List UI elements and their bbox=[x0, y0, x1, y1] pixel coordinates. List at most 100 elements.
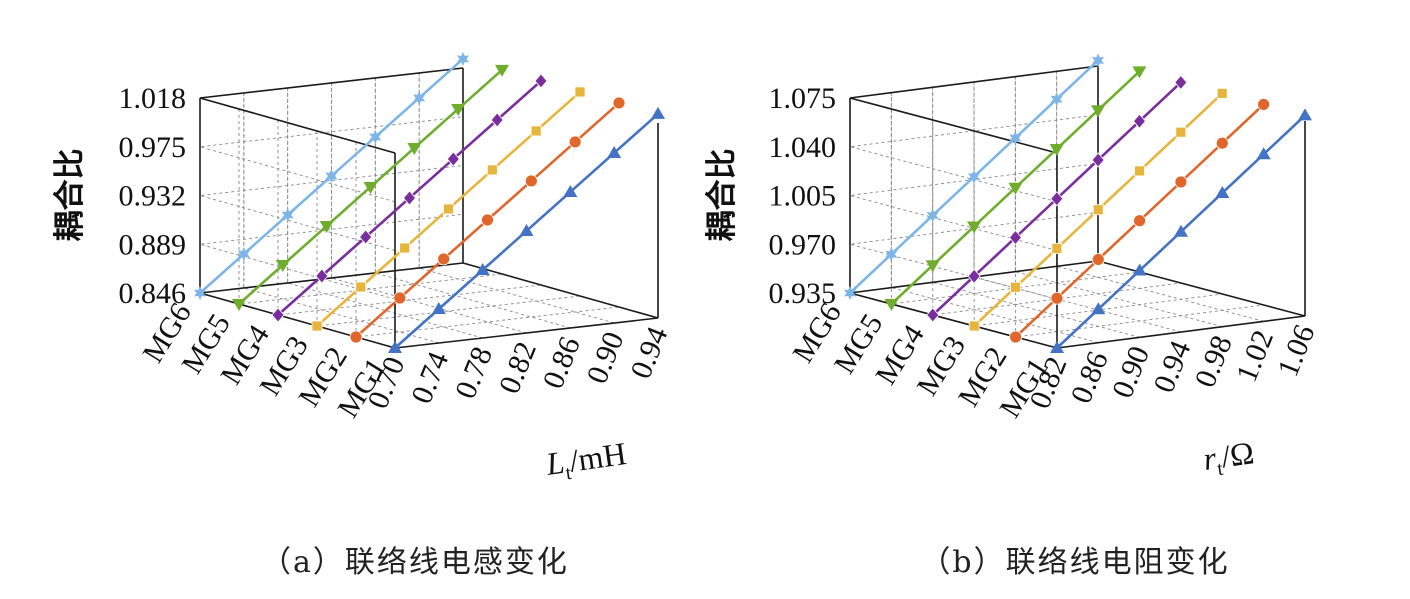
z-tick-labels: 0.846 0.889 0.932 0.975 1.018 bbox=[119, 82, 187, 310]
data-point bbox=[1091, 253, 1105, 266]
data-point bbox=[967, 268, 981, 284]
data-point bbox=[193, 286, 207, 300]
data-point bbox=[437, 252, 451, 266]
data-point bbox=[393, 291, 407, 305]
x-tick-label: 0.86 bbox=[1065, 347, 1115, 408]
data-point bbox=[926, 208, 939, 223]
data-point bbox=[443, 203, 454, 215]
series-mg6 bbox=[843, 53, 1105, 300]
data-point bbox=[1051, 243, 1063, 254]
data-point bbox=[413, 90, 426, 105]
x-axis-label: rt/Ω bbox=[1201, 434, 1257, 482]
data-point bbox=[530, 125, 542, 137]
data-point bbox=[325, 168, 338, 183]
data-point bbox=[431, 301, 446, 314]
data-point bbox=[1008, 229, 1022, 246]
x-tick-label: 0.98 bbox=[1189, 331, 1239, 392]
data-point bbox=[926, 307, 940, 323]
x-tick-label: 1.02 bbox=[1230, 326, 1280, 387]
data-point bbox=[885, 247, 898, 262]
z-axis-label: 耦合比 bbox=[704, 149, 740, 242]
data-point bbox=[612, 96, 626, 110]
data-point bbox=[349, 330, 363, 344]
data-point bbox=[1050, 291, 1064, 305]
data-point bbox=[1009, 130, 1022, 145]
x-tick-label: 0.74 bbox=[405, 347, 455, 408]
data-point bbox=[1257, 98, 1270, 111]
z-tick-label: 0.846 bbox=[119, 277, 187, 310]
x-tick-label: 0.86 bbox=[537, 332, 587, 393]
data-point bbox=[1134, 165, 1145, 177]
data-point bbox=[1091, 302, 1106, 315]
data-point bbox=[967, 221, 982, 234]
data-point bbox=[232, 299, 246, 311]
data-point bbox=[1091, 105, 1106, 118]
data-point bbox=[925, 260, 940, 273]
data-point bbox=[1174, 175, 1188, 189]
x-axis-label-unit: /Ω bbox=[1219, 434, 1256, 474]
data-point bbox=[1092, 204, 1104, 216]
data-point bbox=[271, 307, 285, 323]
data-point bbox=[968, 320, 980, 332]
data-point bbox=[1132, 113, 1146, 129]
panel-a: 0.846 0.889 0.932 0.975 1.018 MG1MG2MG3MG4MG5… bbox=[52, 51, 674, 580]
z-tick-label: 1.040 bbox=[769, 131, 837, 164]
data-point bbox=[495, 64, 509, 77]
series-mg4 bbox=[271, 73, 548, 323]
z-tick-label: 0.975 bbox=[119, 131, 187, 164]
data-point bbox=[1215, 136, 1229, 150]
series-mg1 bbox=[1050, 108, 1312, 353]
data-point bbox=[486, 164, 498, 176]
series-mg2 bbox=[1009, 98, 1270, 344]
x-axis-label-main: r bbox=[1201, 439, 1219, 476]
data-point bbox=[519, 223, 534, 236]
z-tick-labels: 0.935 0.970 1.005 1.040 1.075 bbox=[769, 82, 837, 310]
x-axis-label-sub: t bbox=[564, 462, 573, 485]
data-point bbox=[237, 246, 250, 261]
data-point bbox=[1050, 191, 1064, 207]
data-point bbox=[607, 145, 622, 158]
data-point bbox=[481, 213, 494, 227]
data-point bbox=[475, 262, 490, 275]
x-tick-label: 0.78 bbox=[449, 342, 499, 403]
z-tick-label: 0.935 bbox=[769, 277, 837, 310]
x-tick-label: 0.94 bbox=[624, 322, 674, 383]
data-point bbox=[275, 259, 290, 272]
data-point bbox=[1215, 185, 1230, 198]
data-point bbox=[563, 184, 578, 197]
series-mg3 bbox=[968, 88, 1228, 332]
data-point bbox=[446, 151, 460, 167]
series-mg4 bbox=[926, 74, 1188, 323]
data-point bbox=[1133, 214, 1146, 228]
data-point bbox=[1132, 66, 1147, 79]
data-point bbox=[451, 103, 466, 116]
z-tick-label: 1.075 bbox=[769, 82, 837, 115]
panel-caption: （a）联络线电感变化 bbox=[261, 545, 569, 580]
z-tick-label: 1.005 bbox=[769, 180, 837, 213]
data-point bbox=[311, 320, 323, 332]
grid-lines bbox=[199, 67, 659, 349]
axes-frame bbox=[849, 65, 1306, 349]
grid-lines bbox=[849, 65, 1306, 349]
data-point bbox=[1050, 341, 1064, 353]
data-point bbox=[1091, 53, 1105, 68]
x-tick-labels: 0.700.740.780.820.860.900.94 bbox=[361, 322, 674, 413]
data-point bbox=[1256, 147, 1271, 160]
data-point bbox=[407, 142, 422, 155]
x-axis-label: Lt/mH bbox=[543, 435, 629, 487]
x-tick-label: 0.94 bbox=[1147, 336, 1197, 397]
data-point bbox=[568, 135, 582, 149]
series-mg5 bbox=[884, 66, 1147, 311]
x-tick-label: 1.06 bbox=[1271, 320, 1321, 381]
data-point bbox=[1049, 143, 1064, 156]
x-tick-label: 0.90 bbox=[580, 327, 630, 388]
data-point bbox=[1009, 330, 1022, 344]
series-mg2 bbox=[349, 96, 626, 344]
panel-caption: （b）联络线电阻变化 bbox=[920, 545, 1229, 580]
x-tick-label: 0.90 bbox=[1106, 342, 1156, 403]
data-point bbox=[1174, 74, 1188, 91]
data-point bbox=[281, 207, 294, 222]
